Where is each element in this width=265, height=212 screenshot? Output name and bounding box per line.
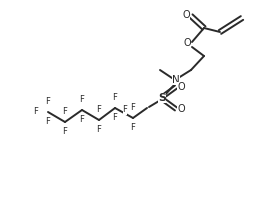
Text: O: O xyxy=(183,38,191,48)
Text: F: F xyxy=(63,107,67,117)
Text: O: O xyxy=(177,104,185,114)
Text: F: F xyxy=(80,116,85,124)
Text: F: F xyxy=(131,124,135,132)
Text: F: F xyxy=(122,106,127,114)
Text: N: N xyxy=(172,75,180,85)
Text: O: O xyxy=(177,82,185,92)
Text: F: F xyxy=(46,98,50,106)
Text: F: F xyxy=(113,113,117,123)
Text: F: F xyxy=(131,103,135,113)
Text: F: F xyxy=(63,127,67,137)
Text: O: O xyxy=(182,10,190,20)
Text: F: F xyxy=(96,106,101,114)
Text: F: F xyxy=(46,117,50,127)
Text: F: F xyxy=(96,126,101,134)
Text: S: S xyxy=(158,93,166,103)
Text: F: F xyxy=(34,107,38,117)
Text: F: F xyxy=(113,93,117,102)
Text: F: F xyxy=(80,95,85,105)
